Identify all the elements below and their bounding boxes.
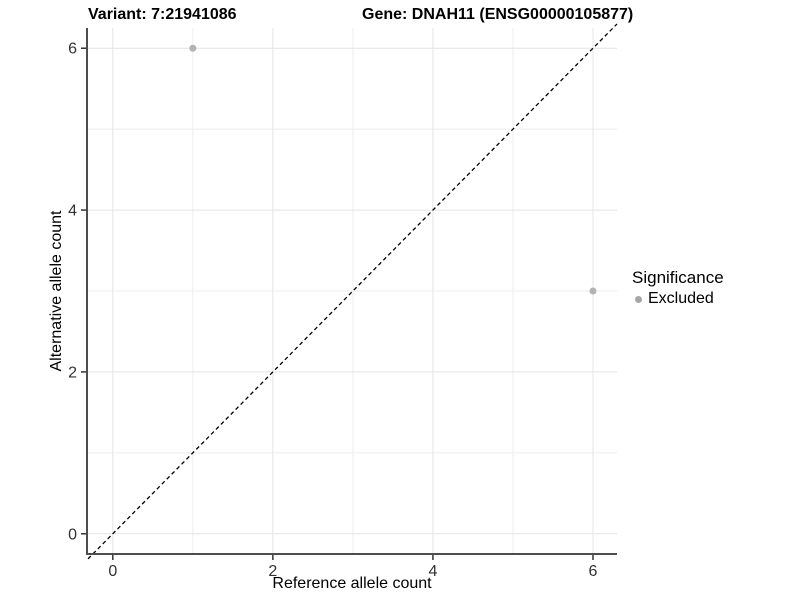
legend-label: Excluded: [648, 290, 714, 307]
x-axis-title: Reference allele count: [272, 575, 432, 592]
legend-point-icon: [635, 295, 642, 303]
y-tick-label: 4: [68, 203, 77, 220]
data-point: [189, 44, 197, 52]
data-point: [589, 287, 597, 295]
x-tick-label: 2: [268, 563, 277, 580]
plot-title-variant: Variant: 7:21941086: [88, 6, 237, 23]
y-tick-label: 6: [68, 41, 77, 58]
legend: Significance Excluded: [632, 267, 724, 309]
legend-item: Excluded: [632, 289, 724, 309]
legend-title: Significance: [632, 268, 724, 287]
plot-title-gene: Gene: DNAH11 (ENSG00000105877): [362, 6, 634, 23]
identity-line: [87, 23, 618, 560]
x-tick-label: 4: [428, 563, 437, 580]
x-tick-label: 0: [108, 563, 117, 580]
y-axis-title: Alternative allele count: [48, 210, 65, 372]
x-tick-label: 6: [589, 563, 598, 580]
y-tick-label: 2: [68, 364, 77, 381]
y-tick-label: 0: [68, 526, 77, 543]
legend-items: Excluded: [632, 289, 724, 309]
